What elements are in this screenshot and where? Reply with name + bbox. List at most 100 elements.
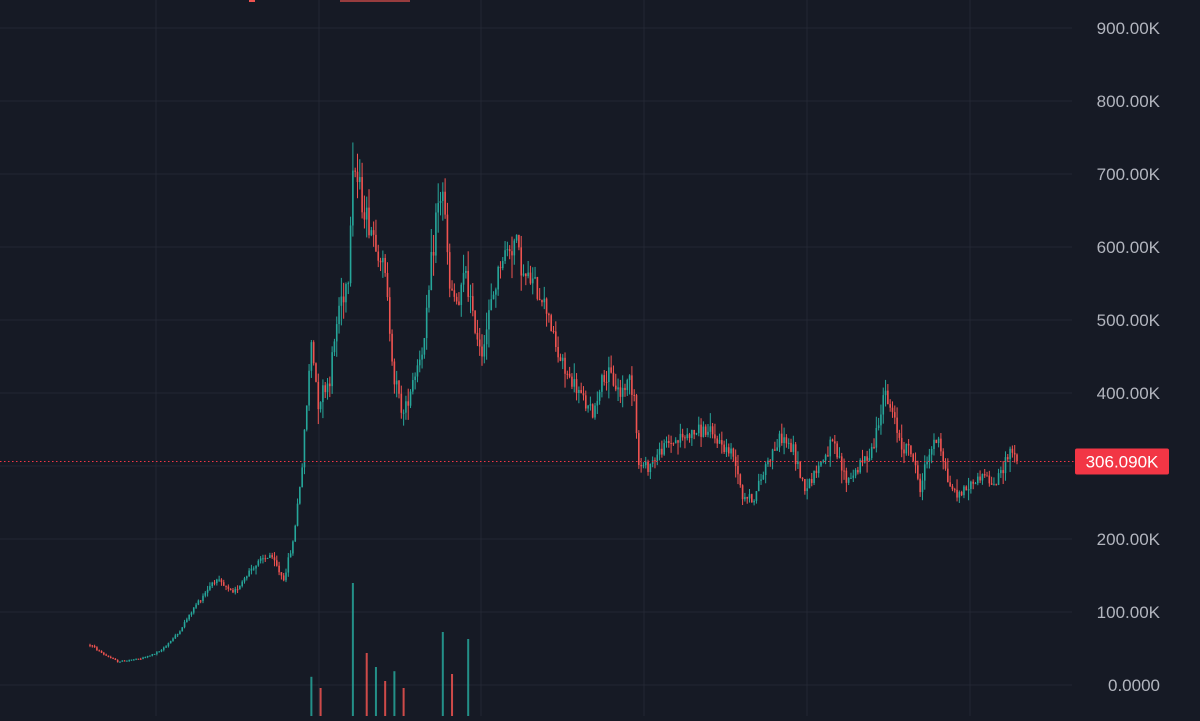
candle-body <box>787 442 790 444</box>
candle-body <box>259 558 262 561</box>
candle-body <box>981 473 984 481</box>
candle-body <box>808 479 811 489</box>
candle-body <box>213 582 216 584</box>
candle-body <box>527 272 529 277</box>
candle-body <box>762 475 765 480</box>
candle-body <box>674 440 677 444</box>
volume-bar <box>310 676 313 716</box>
candle-body <box>241 581 244 587</box>
candle-body <box>571 376 573 387</box>
candle-body <box>103 652 105 655</box>
candle-body <box>557 346 559 358</box>
candle-body <box>1004 457 1007 474</box>
candle-body <box>382 257 384 263</box>
candle-body <box>400 393 403 413</box>
candle-body <box>273 557 276 561</box>
candle-body <box>522 273 525 276</box>
candle-body <box>970 481 972 489</box>
candle-body <box>458 301 460 305</box>
candle-body <box>199 600 202 602</box>
candle-body <box>412 380 414 392</box>
candle-body <box>944 461 947 469</box>
candle-body <box>128 660 131 662</box>
volume-bar <box>319 688 322 716</box>
candle-body <box>130 659 133 661</box>
candle-body <box>169 640 172 644</box>
candle-body <box>220 579 223 583</box>
candle-body <box>700 424 702 437</box>
candle-body <box>681 433 684 438</box>
candle-body <box>578 389 580 393</box>
candle-body <box>358 177 361 183</box>
candle-body <box>619 387 622 397</box>
candle-body <box>644 461 647 466</box>
candle-body <box>854 470 857 476</box>
candle-body <box>838 456 841 458</box>
candle-body <box>370 230 373 236</box>
candle-body <box>550 315 553 332</box>
candle-body <box>617 387 619 390</box>
candle-body <box>610 367 612 373</box>
candle-body <box>548 313 550 316</box>
candle-body <box>476 332 479 340</box>
candle-body <box>760 479 762 481</box>
candle-body <box>893 412 896 418</box>
candle-body <box>377 251 380 261</box>
candle-body <box>661 448 663 455</box>
candle-body <box>126 660 128 662</box>
candle-body <box>375 234 377 252</box>
candle-body <box>1013 452 1016 455</box>
candle-body <box>771 449 774 461</box>
candle-body <box>1009 448 1011 460</box>
candle-body <box>282 575 285 581</box>
candle-body <box>485 329 488 345</box>
candle-body <box>863 456 866 463</box>
candle-body <box>649 463 652 472</box>
volume-bar <box>451 674 454 716</box>
candle-body <box>806 488 808 492</box>
candle-body <box>972 481 974 484</box>
candle-body <box>564 357 566 374</box>
candle-body <box>218 579 220 581</box>
volume-bar <box>365 653 368 716</box>
candle-body <box>686 434 689 439</box>
candle-body <box>342 296 345 303</box>
candle-body <box>990 483 993 485</box>
candle-body <box>365 207 368 220</box>
candle-body <box>591 404 594 418</box>
candle-body <box>804 479 806 492</box>
candle-body <box>158 651 160 653</box>
candle-body <box>716 438 719 444</box>
candle-body <box>907 443 910 446</box>
candle-body <box>363 212 366 220</box>
candle-body <box>405 401 407 413</box>
candle-body <box>843 470 845 472</box>
candle-body <box>979 476 981 481</box>
candle-body <box>573 379 576 387</box>
candle-body <box>312 342 315 364</box>
candle-body <box>211 582 214 587</box>
candle-body <box>960 491 963 496</box>
candle-body <box>305 405 308 430</box>
candle-body <box>386 272 389 298</box>
candle-body <box>462 272 465 285</box>
candle-body <box>568 373 571 377</box>
candle-body <box>315 363 317 382</box>
candle-body <box>474 310 476 333</box>
candle-body <box>963 486 965 496</box>
candle-body <box>870 446 873 459</box>
candle-body <box>324 385 327 393</box>
candle-body <box>711 426 714 435</box>
candle-body <box>1006 457 1009 460</box>
candle-body <box>817 465 820 474</box>
top-edge-mark <box>249 0 255 2</box>
candle-body <box>859 460 862 473</box>
candle-body <box>156 652 158 654</box>
candle-body <box>144 657 147 659</box>
candle-body <box>647 461 649 472</box>
candle-body <box>624 387 626 391</box>
candle-body <box>905 443 908 454</box>
candle-body <box>1000 470 1002 474</box>
